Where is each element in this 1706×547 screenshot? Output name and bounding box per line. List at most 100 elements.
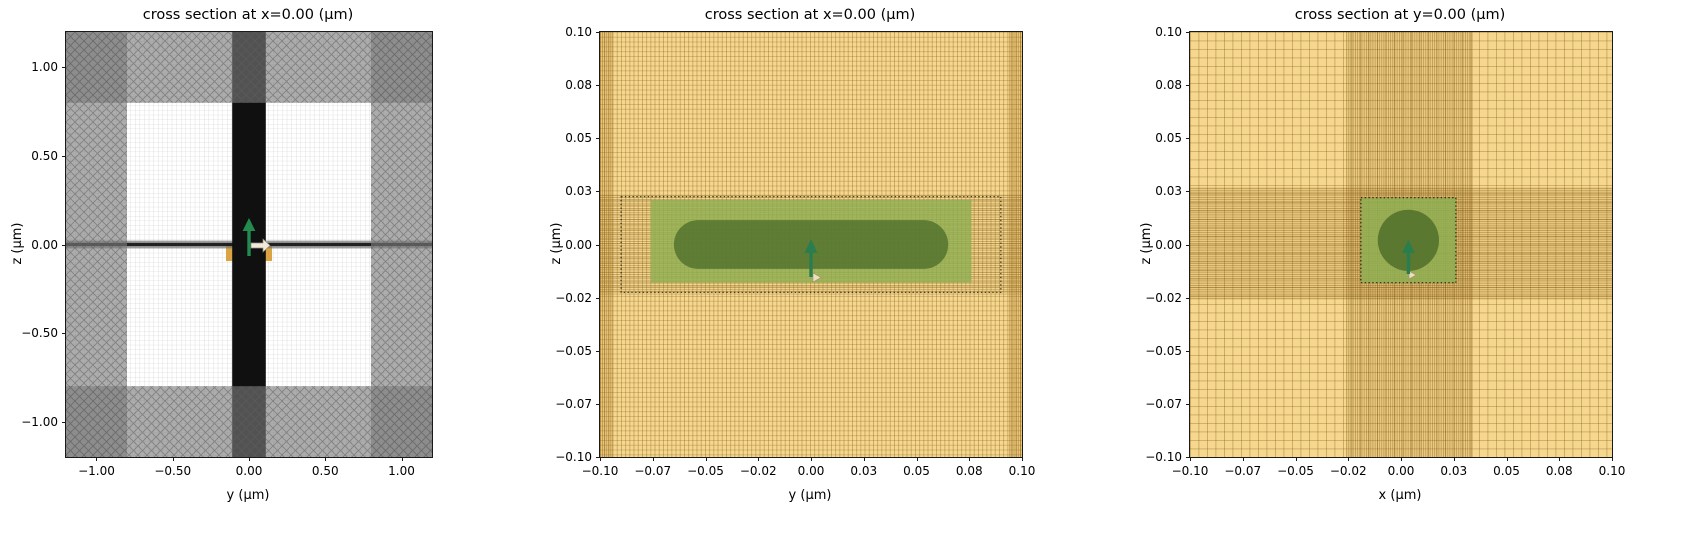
x-tick-label: −1.00: [78, 464, 115, 478]
source-arrow: [1402, 240, 1415, 274]
x-tick-label: −0.02: [1329, 464, 1367, 478]
x-tick-label: −0.02: [739, 464, 777, 478]
y-tick-mark: [62, 244, 66, 246]
x-tick-label: 0.00: [235, 464, 263, 478]
y-tick-label: 0.03: [565, 184, 592, 199]
y-tick-mark: [596, 191, 600, 193]
y-tick-mark: [1186, 244, 1190, 246]
x-tick-mark: [1559, 457, 1561, 461]
x-tick-mark: [401, 457, 403, 461]
x-tick-mark: [1506, 457, 1508, 461]
y-tick-label: 0.05: [565, 131, 592, 146]
y-tick-label: −0.07: [1145, 396, 1182, 411]
y-tick-label: −1.00: [21, 414, 58, 429]
y-tick-mark: [596, 403, 600, 405]
x-tick-label: 0.10: [1598, 464, 1626, 478]
y-tick-mark: [1186, 191, 1190, 193]
x-tick-label: −0.05: [687, 464, 724, 478]
subplot2-x-axis-label: y (μm): [788, 488, 832, 503]
subplot2-plot-area: −0.10 −0.07 −0.05 −0.02 0.00 0.03 0.05 0…: [555, 25, 1035, 478]
y-tick-label: −0.07: [555, 396, 592, 411]
source-arrow: [804, 239, 818, 277]
y-tick-mark: [1186, 138, 1190, 140]
subplot3-plot-area: −0.10 −0.07 −0.05 −0.02 0.00 0.03 0.05 0…: [1145, 25, 1625, 478]
refined-mesh-left-edge-tint: [600, 32, 613, 457]
y-tick-label: 0.08: [565, 78, 592, 93]
y-tick-label: 0.10: [1155, 25, 1182, 39]
x-tick-label: 0.10: [1008, 464, 1036, 478]
x-tick-mark: [705, 457, 707, 461]
y-tick-label: −0.05: [1145, 343, 1182, 358]
x-tick-label: 0.03: [850, 464, 878, 478]
y-tick-label: −0.50: [21, 326, 58, 341]
x-tick-label: 0.05: [1493, 464, 1520, 478]
y-tick-mark: [62, 333, 66, 335]
pml-right-hatch: [371, 32, 432, 457]
y-tick-mark: [62, 67, 66, 69]
mode-direction-marker: [1408, 270, 1417, 280]
x-tick-label: −0.07: [1224, 464, 1262, 478]
pml-left-hatch: [66, 32, 127, 457]
subplot1-y-axis-label: z (μm): [10, 222, 25, 265]
x-tick-label: 1.00: [388, 464, 415, 478]
y-tick-mark: [596, 350, 600, 352]
subplot1-canvas: [66, 32, 432, 457]
y-tick-label: 0.50: [31, 148, 58, 163]
y-tick-mark: [1186, 403, 1190, 405]
x-tick-label: 0.08: [1545, 464, 1573, 478]
y-tick-mark: [1186, 297, 1190, 299]
x-tick-mark: [1453, 457, 1455, 461]
subplot2-canvas: [600, 32, 1022, 457]
subplot1-plot-area: −1.00 −0.50 0.00 0.50 1.00 1.00 0.50 0.0…: [21, 31, 433, 478]
subplot2-y-axis-label: z (μm): [549, 222, 564, 265]
monitor-outline: [1360, 197, 1457, 284]
x-tick-mark: [652, 457, 654, 461]
x-tick-mark: [758, 457, 760, 461]
y-tick-label: −0.10: [1145, 450, 1182, 464]
y-tick-label: 0.05: [1155, 131, 1182, 146]
y-tick-mark: [62, 155, 66, 157]
x-tick-label: −0.10: [581, 464, 619, 478]
source-arrow-head: [242, 218, 256, 231]
x-tick-label: 0.00: [797, 464, 825, 478]
x-tick-mark: [1022, 457, 1023, 461]
subplot3-x-axis-label: x (μm): [1378, 488, 1422, 503]
x-tick-mark: [172, 457, 174, 461]
x-tick-mark: [1612, 457, 1613, 461]
source-arrow-head: [1402, 240, 1415, 253]
y-tick-label: −0.10: [555, 450, 592, 464]
y-tick-label: −0.05: [555, 343, 592, 358]
y-tick-label: −0.02: [1145, 290, 1182, 305]
y-tick-label: 0.08: [1155, 78, 1182, 93]
x-tick-mark: [1242, 457, 1244, 461]
monitor-outline: [620, 196, 1002, 293]
y-tick-mark: [1186, 85, 1190, 87]
x-tick-mark: [600, 457, 601, 461]
y-tick-mark: [596, 297, 600, 299]
y-tick-mark: [596, 85, 600, 87]
refined-mesh-right-edge-tint: [1009, 32, 1022, 457]
x-tick-mark: [249, 457, 250, 461]
subplot1-x-axis-label: y (μm): [226, 488, 270, 503]
x-tick-label: −0.50: [154, 464, 192, 478]
x-tick-mark: [1401, 457, 1402, 461]
mode-direction-marker: [812, 272, 822, 283]
x-tick-mark: [325, 457, 327, 461]
subplot3-canvas: [1190, 32, 1612, 457]
x-tick-label: 0.05: [903, 464, 930, 478]
x-tick-mark: [863, 457, 865, 461]
x-tick-label: −0.05: [1277, 464, 1314, 478]
x-tick-mark: [969, 457, 971, 461]
y-tick-label: 1.00: [31, 60, 58, 75]
y-tick-mark: [62, 421, 66, 423]
refined-mesh-right-edge: [1009, 32, 1022, 457]
x-tick-mark: [916, 457, 918, 461]
y-tick-label: −0.02: [555, 290, 592, 305]
y-tick-mark: [596, 32, 600, 33]
x-tick-label: −0.07: [634, 464, 672, 478]
x-tick-mark: [1348, 457, 1350, 461]
x-tick-mark: [1190, 457, 1191, 461]
x-tick-mark: [811, 457, 812, 461]
y-tick-label: 0.10: [565, 25, 592, 39]
x-tick-label: 0.00: [1387, 464, 1415, 478]
